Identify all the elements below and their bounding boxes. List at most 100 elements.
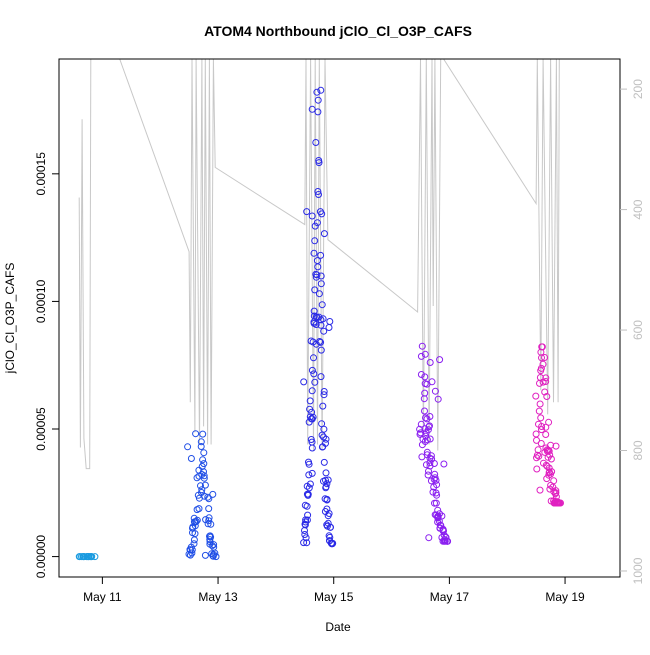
data-point [197,443,205,450]
data-point [543,462,551,470]
data-point [433,481,441,489]
data-point [542,431,550,438]
data-point [426,359,434,366]
data-point [418,342,426,350]
data-point [317,272,325,280]
data-point [187,455,195,462]
y-tick-label: 0.00015 [34,152,48,196]
y2-tick-label: 600 [631,320,645,340]
data-point [533,436,540,444]
data-point [310,354,317,362]
data-point [305,458,312,466]
y2-tick-label: 800 [631,440,645,460]
data-point [303,482,311,490]
x-tick-label: May 15 [314,590,354,604]
data-point [552,489,560,497]
data-point [317,280,325,288]
data-point [302,518,310,526]
data-point [197,482,204,490]
data-point [212,553,220,561]
data-point [421,350,429,358]
data-point [538,343,546,351]
data-point [303,502,311,510]
data-point [315,157,323,164]
data-point [205,517,213,525]
data-point [435,517,443,525]
data-point [318,431,326,439]
data-point [306,405,314,413]
data-point [318,301,326,309]
data-point [301,527,308,534]
data-point [441,537,449,545]
data-point [319,402,327,410]
data-point [316,338,324,345]
data-point [200,474,208,482]
data-point [201,551,209,559]
data-point [427,452,435,460]
data-point [312,139,320,146]
data-point [422,461,430,469]
y-tick-label: 0.00000 [34,535,48,579]
data-point [440,527,447,535]
data-point [193,474,201,482]
data-point [537,440,545,447]
data-point [303,208,311,216]
data-point [208,542,216,550]
data-point [192,518,200,525]
data-point [320,327,328,335]
data-point [543,393,551,400]
data-point [533,465,541,473]
data-point [311,378,319,386]
data-point [200,472,208,480]
data-point [309,413,317,421]
data-point [207,520,215,528]
data-point [205,514,213,522]
data-point [205,505,213,513]
y2-tick-label: 200 [631,79,645,99]
data-point [433,491,441,499]
data-point [550,477,558,485]
data-point [545,418,553,426]
data-point [422,414,429,422]
data-point [195,505,203,513]
data-point [326,318,334,325]
data-point [327,523,334,531]
x-axis: May 11 May 13 May 15 May 17 May 19 [83,577,585,604]
data-point [313,271,321,279]
data-point [301,531,309,538]
data-point [324,512,332,520]
data-point [317,346,325,354]
data-point [322,439,329,447]
data-point [209,552,217,560]
x-axis-label: Date [325,620,351,634]
data-point [197,438,205,446]
data-point [538,354,545,362]
data-point [428,378,436,386]
data-point [536,400,544,408]
data-point [313,88,321,96]
data-point [310,249,318,257]
chart-title: ATOM4 Northbound jClO_Cl_O3P_CAFS [204,23,472,39]
data-point [313,219,321,227]
data-point [536,486,544,494]
data-point [201,481,209,489]
data-point [200,468,207,476]
data-point [315,191,322,198]
data-point [315,290,323,298]
data-point [192,430,200,438]
data-point [329,539,337,547]
x-tick-label: May 11 [83,590,122,604]
data-point [432,499,440,507]
data-point [300,378,308,386]
data-point [425,534,433,542]
data-point [416,425,424,433]
data-point [308,212,316,220]
data-point [426,422,433,430]
data-point [535,452,543,460]
data-point [310,370,318,378]
y-axis-label: jClO_Cl_O3P_CAFS [3,263,17,375]
data-point [320,230,328,238]
data-point [322,469,330,477]
data-point [308,444,316,452]
data-point [436,510,443,518]
